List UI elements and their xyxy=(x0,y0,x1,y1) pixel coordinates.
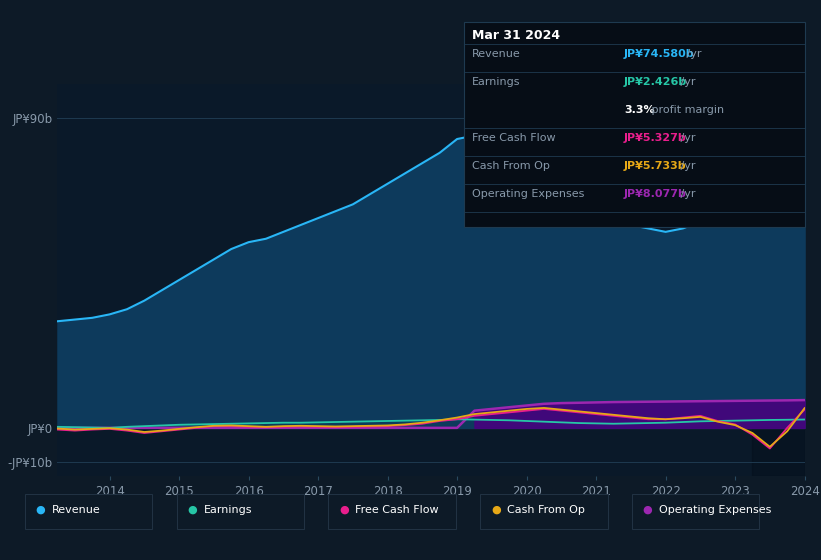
Text: ●: ● xyxy=(35,505,45,515)
Bar xyxy=(753,84,805,476)
Text: /yr: /yr xyxy=(677,161,695,171)
Text: Mar 31 2024: Mar 31 2024 xyxy=(472,29,560,42)
Text: Cash From Op: Cash From Op xyxy=(507,505,585,515)
Text: Cash From Op: Cash From Op xyxy=(472,161,550,171)
Text: ●: ● xyxy=(187,505,197,515)
Text: 3.3%: 3.3% xyxy=(624,105,654,115)
Text: Revenue: Revenue xyxy=(52,505,100,515)
Text: /yr: /yr xyxy=(677,133,695,143)
Text: /yr: /yr xyxy=(683,49,702,59)
Text: JP¥2.426b: JP¥2.426b xyxy=(624,77,687,87)
Text: profit margin: profit margin xyxy=(648,105,724,115)
Text: Revenue: Revenue xyxy=(472,49,521,59)
Text: ●: ● xyxy=(643,505,653,515)
Text: Earnings: Earnings xyxy=(204,505,252,515)
Text: JP¥8.077b: JP¥8.077b xyxy=(624,189,687,199)
Text: JP¥5.733b: JP¥5.733b xyxy=(624,161,686,171)
Text: Free Cash Flow: Free Cash Flow xyxy=(355,505,439,515)
Text: Earnings: Earnings xyxy=(472,77,521,87)
Text: Free Cash Flow: Free Cash Flow xyxy=(472,133,556,143)
Text: ●: ● xyxy=(339,505,349,515)
Text: JP¥74.580b: JP¥74.580b xyxy=(624,49,695,59)
Text: Operating Expenses: Operating Expenses xyxy=(472,189,585,199)
Text: JP¥5.327b: JP¥5.327b xyxy=(624,133,686,143)
Text: ●: ● xyxy=(491,505,501,515)
Text: Operating Expenses: Operating Expenses xyxy=(659,505,772,515)
Text: /yr: /yr xyxy=(677,189,695,199)
Text: /yr: /yr xyxy=(677,77,695,87)
